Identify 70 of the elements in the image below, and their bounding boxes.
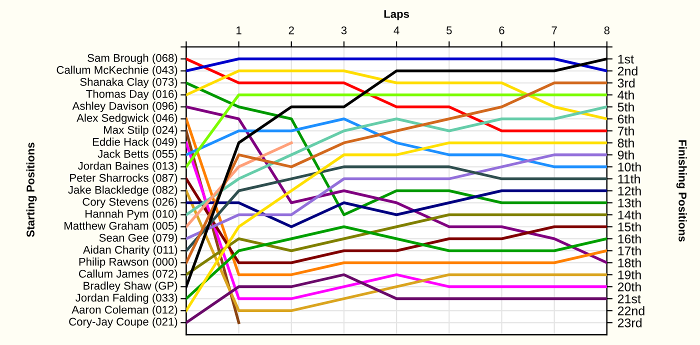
y2-tick-label: 12th <box>618 186 641 196</box>
y2-tick-label: 1st <box>618 54 634 64</box>
y2-tick-label: 17th <box>618 246 641 256</box>
text: Callum James (072) <box>79 270 178 280</box>
line-series <box>186 189 607 228</box>
text: Thomas Day (016) <box>86 90 178 100</box>
x-axis-title: Laps <box>384 10 410 20</box>
line-series <box>186 189 607 312</box>
text: Shanaka Clay (073) <box>80 78 178 88</box>
line-series <box>186 70 607 120</box>
y2-tick-label: 10th <box>618 162 641 172</box>
y2-tick-label: 7th <box>618 126 634 136</box>
line-series <box>186 153 607 240</box>
y2-tick-label: 2nd <box>618 66 638 76</box>
text: Jack Betts (055) <box>98 150 178 160</box>
y2-tick-label: 6th <box>618 114 634 124</box>
line-series <box>186 58 607 132</box>
x-tick-label: 4 <box>394 26 400 34</box>
x-tick-label: 3 <box>341 26 347 34</box>
text: Peter Sharrocks (087) <box>70 174 178 184</box>
text: Alex Sedgwick (046) <box>76 114 178 124</box>
y2-tick-label: 4th <box>618 90 634 100</box>
y2-tick-label: 20th <box>618 282 641 292</box>
text: Matthew Graham (005) <box>64 222 178 232</box>
text: Eddie Hack (049) <box>92 138 178 148</box>
y2-tick-label: 19th <box>618 270 641 280</box>
y2-tick-label: 22nd <box>618 306 644 316</box>
y2-tick-label: 16th <box>618 234 641 244</box>
line-series <box>186 81 607 216</box>
x-tick-label: 6 <box>499 26 504 34</box>
y2-tick-label: 21st <box>618 294 641 304</box>
x-tick-label: 7 <box>552 26 557 34</box>
text: Hannah Pym (010) <box>86 210 178 220</box>
line-series <box>186 117 607 168</box>
text: Cory-Jay Coupe (021) <box>69 317 178 328</box>
line-series <box>186 273 607 324</box>
line-series <box>186 177 607 264</box>
text: Starting Positions <box>26 142 37 237</box>
y2-axis-title: Finishing Positions <box>676 140 687 242</box>
text: Jordan Baines (013) <box>78 162 178 172</box>
y2-tick-label: 23rd <box>618 318 642 328</box>
y2-tick-label: 8th <box>618 138 634 148</box>
x-tick-label: 1 <box>236 26 242 34</box>
text: Ashley Davison (096) <box>72 102 178 112</box>
text: Cory Stevens (026) <box>82 198 178 208</box>
y2-tick-label: 11th <box>618 174 640 184</box>
x-tick-label: 2 <box>288 26 294 34</box>
text: Aaron Coleman (012) <box>72 305 178 316</box>
x-tick-label: 8 <box>604 26 610 34</box>
x-tick-label: 5 <box>446 26 452 34</box>
y2-tick-label: 9th <box>618 150 634 160</box>
line-series <box>186 165 607 252</box>
text: Bradley Shaw (GP) <box>84 282 178 292</box>
text: Max Stilp (024) <box>104 126 178 136</box>
y2-tick-label: 18th <box>618 258 641 268</box>
text: Aidan Charity (011) <box>82 246 178 256</box>
text: Jake Blackledge (082) <box>68 186 178 196</box>
text: Sean Gee (079) <box>99 234 178 244</box>
text: Jordan Falding (033) <box>76 294 178 304</box>
line-series <box>186 213 607 276</box>
line-series <box>186 105 607 216</box>
text: Callum McKechnie (043) <box>56 66 178 76</box>
y2-tick-label: 3rd <box>618 78 635 88</box>
y2-tick-label: 13th <box>618 198 641 208</box>
line-series <box>186 225 607 300</box>
y2-tick-label: 5th <box>618 102 634 112</box>
text: Philip Rawson (000) <box>79 258 178 268</box>
text: Sam Brough (068) <box>88 54 178 64</box>
y2-tick-label: 15th <box>618 222 641 232</box>
y2-tick-label: 14th <box>618 210 641 220</box>
